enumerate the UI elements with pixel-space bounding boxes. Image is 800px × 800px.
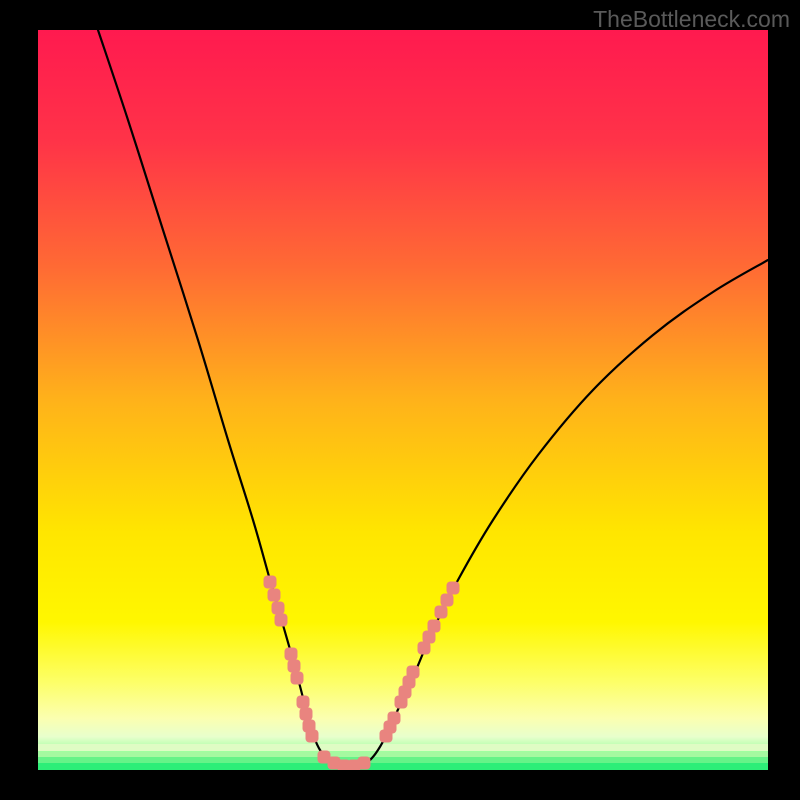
data-dot bbox=[300, 708, 313, 721]
data-dot bbox=[275, 614, 288, 627]
data-dot bbox=[447, 582, 460, 595]
data-dot bbox=[285, 648, 298, 661]
curve-left-branch bbox=[98, 30, 350, 767]
data-dot bbox=[428, 620, 441, 633]
data-dot bbox=[264, 576, 277, 589]
data-dot bbox=[297, 696, 310, 709]
data-dot bbox=[358, 757, 371, 770]
plot-panel bbox=[38, 30, 768, 770]
chart-root: TheBottleneck.com bbox=[0, 0, 800, 800]
data-dot bbox=[441, 594, 454, 607]
data-dot bbox=[268, 589, 281, 602]
data-dot bbox=[272, 602, 285, 615]
curve-overlay bbox=[38, 30, 768, 770]
curve-right-branch bbox=[350, 260, 768, 767]
data-dot bbox=[306, 730, 319, 743]
data-dot bbox=[388, 712, 401, 725]
data-dot bbox=[435, 606, 448, 619]
data-dot bbox=[288, 660, 301, 673]
watermark-text: TheBottleneck.com bbox=[593, 6, 790, 33]
data-dot bbox=[407, 666, 420, 679]
data-dot bbox=[291, 672, 304, 685]
